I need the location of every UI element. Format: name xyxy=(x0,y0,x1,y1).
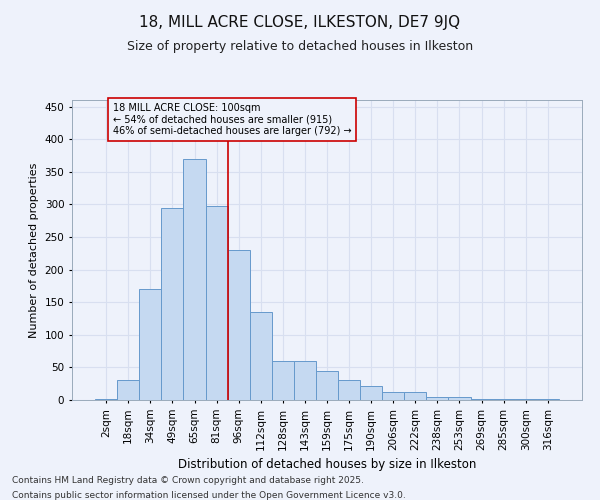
Bar xyxy=(227,250,250,400)
Bar xyxy=(382,392,404,400)
Bar xyxy=(161,208,184,400)
Bar xyxy=(360,386,382,400)
Text: Contains public sector information licensed under the Open Government Licence v3: Contains public sector information licen… xyxy=(12,491,406,500)
Bar xyxy=(294,361,316,400)
Text: 18 MILL ACRE CLOSE: 100sqm
← 54% of detached houses are smaller (915)
46% of sem: 18 MILL ACRE CLOSE: 100sqm ← 54% of deta… xyxy=(113,104,352,136)
Bar xyxy=(95,398,117,400)
Y-axis label: Number of detached properties: Number of detached properties xyxy=(29,162,39,338)
Bar xyxy=(470,398,493,400)
Bar xyxy=(427,396,448,400)
Bar xyxy=(139,289,161,400)
Text: Contains HM Land Registry data © Crown copyright and database right 2025.: Contains HM Land Registry data © Crown c… xyxy=(12,476,364,485)
Bar xyxy=(448,396,470,400)
Bar xyxy=(206,206,227,400)
Bar xyxy=(117,380,139,400)
Bar xyxy=(184,158,206,400)
X-axis label: Distribution of detached houses by size in Ilkeston: Distribution of detached houses by size … xyxy=(178,458,476,471)
Text: Size of property relative to detached houses in Ilkeston: Size of property relative to detached ho… xyxy=(127,40,473,53)
Bar xyxy=(316,372,338,400)
Bar xyxy=(272,361,294,400)
Bar xyxy=(404,392,427,400)
Bar xyxy=(250,312,272,400)
Text: 18, MILL ACRE CLOSE, ILKESTON, DE7 9JQ: 18, MILL ACRE CLOSE, ILKESTON, DE7 9JQ xyxy=(139,15,461,30)
Bar xyxy=(338,380,360,400)
